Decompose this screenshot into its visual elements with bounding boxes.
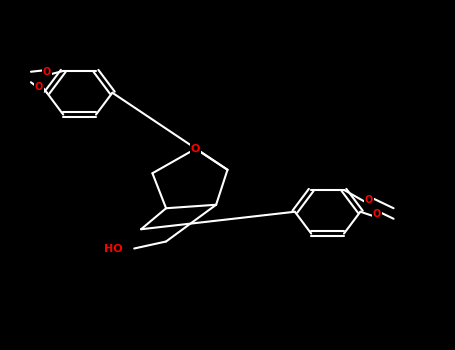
Text: O: O — [373, 209, 381, 219]
Text: O: O — [35, 82, 43, 92]
Text: O: O — [191, 144, 200, 154]
Text: O: O — [364, 195, 373, 205]
Text: O: O — [43, 67, 51, 77]
Text: HO: HO — [104, 244, 123, 253]
